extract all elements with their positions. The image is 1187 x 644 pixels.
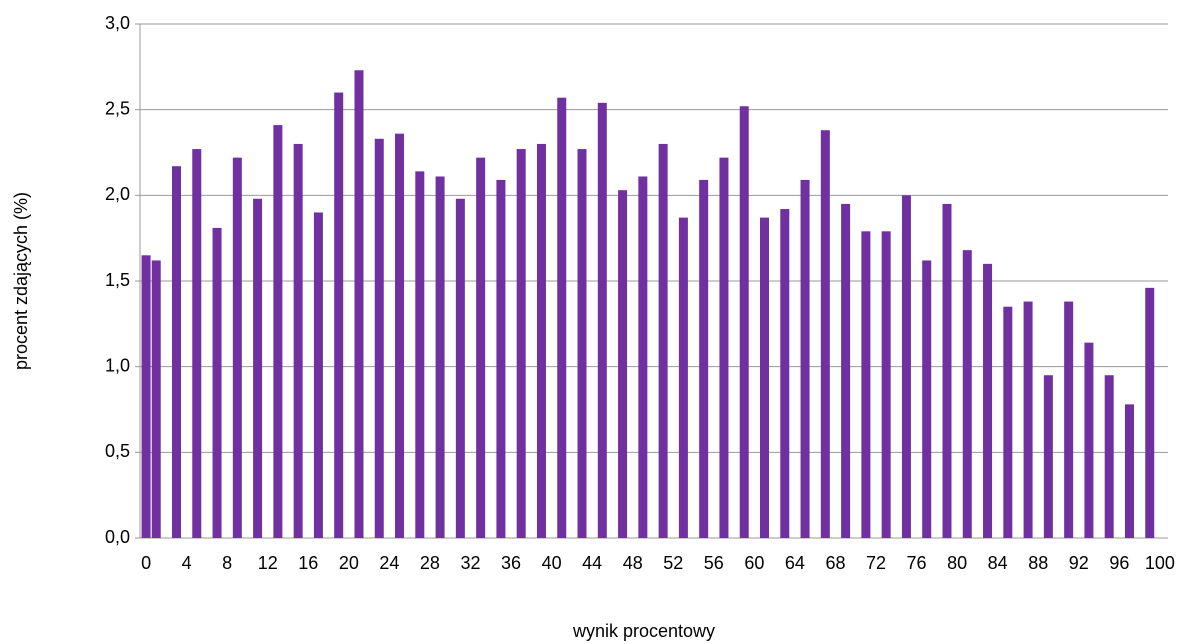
- x-tick-label: 20: [339, 553, 359, 573]
- bar: [415, 171, 425, 538]
- x-tick-label: 4: [182, 553, 192, 573]
- x-tick-label: 60: [744, 553, 764, 573]
- bar: [313, 212, 323, 538]
- bar: [1104, 375, 1114, 538]
- y-axis-label: procent zdających (%): [11, 192, 31, 370]
- x-tick-label: 64: [785, 553, 805, 573]
- bar: [171, 166, 181, 538]
- bar: [942, 203, 952, 538]
- x-tick-label: 68: [825, 553, 845, 573]
- bar: [719, 157, 729, 538]
- y-tick-label: 3,0: [105, 13, 130, 33]
- x-tick-label: 0: [141, 553, 151, 573]
- x-axis-label: wynik procentowy: [572, 621, 715, 641]
- y-tick-label: 2,0: [105, 184, 130, 204]
- x-tick-label: 52: [663, 553, 683, 573]
- x-tick-label: 24: [379, 553, 399, 573]
- x-tick-label: 80: [947, 553, 967, 573]
- bar: [192, 149, 202, 538]
- bar: [516, 149, 526, 538]
- x-tick-label: 96: [1109, 553, 1129, 573]
- bar: [476, 157, 486, 538]
- x-tick-label: 40: [542, 553, 562, 573]
- bar: [820, 130, 830, 538]
- bar: [253, 198, 263, 538]
- x-tick-label: 76: [907, 553, 927, 573]
- bar: [760, 217, 770, 538]
- bar: [374, 138, 384, 538]
- bar: [354, 70, 364, 538]
- y-tick-label: 0,0: [105, 527, 130, 547]
- bar: [435, 176, 445, 538]
- y-tick-label: 0,5: [105, 441, 130, 461]
- bar: [1023, 301, 1033, 538]
- bar: [232, 157, 242, 538]
- bar: [922, 260, 932, 538]
- y-tick-label: 1,5: [105, 270, 130, 290]
- bar: [678, 217, 688, 538]
- y-tick-label: 1,0: [105, 355, 130, 375]
- bar: [739, 106, 749, 539]
- bar: [212, 227, 222, 539]
- bar: [983, 263, 993, 538]
- bar: [293, 143, 303, 538]
- x-tick-label: 56: [704, 553, 724, 573]
- bar: [841, 203, 851, 538]
- bar: [1124, 404, 1134, 538]
- y-tick-label: 2,5: [105, 98, 130, 118]
- bar: [800, 179, 810, 538]
- bar: [577, 149, 587, 538]
- x-tick-label: 48: [623, 553, 643, 573]
- bar: [273, 125, 283, 538]
- x-tick-label: 16: [298, 553, 318, 573]
- bar: [151, 260, 161, 538]
- bar: [638, 176, 648, 538]
- bar: [881, 231, 891, 538]
- x-tick-label: 84: [988, 553, 1008, 573]
- bar: [1043, 375, 1053, 538]
- x-tick-label: 72: [866, 553, 886, 573]
- x-tick-label: 8: [222, 553, 232, 573]
- bar: [901, 195, 911, 539]
- bar: [1145, 287, 1155, 538]
- bar: [699, 179, 709, 538]
- bar: [962, 250, 972, 538]
- x-tick-label: 100: [1145, 553, 1175, 573]
- bar: [861, 231, 871, 538]
- bar: [658, 143, 668, 538]
- bar: [597, 102, 607, 539]
- x-tick-label: 92: [1069, 553, 1089, 573]
- x-tick-label: 44: [582, 553, 602, 573]
- bar: [536, 143, 546, 538]
- x-tick-label: 28: [420, 553, 440, 573]
- bar: [1003, 306, 1013, 538]
- bar: [557, 97, 567, 538]
- bar: [1064, 301, 1074, 538]
- x-tick-label: 32: [460, 553, 480, 573]
- bar: [395, 133, 405, 539]
- bar: [496, 179, 506, 538]
- bar: [618, 190, 628, 538]
- x-tick-label: 88: [1028, 553, 1048, 573]
- bar: [141, 255, 151, 539]
- x-tick-label: 36: [501, 553, 521, 573]
- bar: [455, 198, 465, 538]
- bar: [334, 92, 344, 539]
- bar: [1084, 342, 1094, 538]
- x-tick-label: 12: [258, 553, 278, 573]
- bar: [780, 209, 790, 539]
